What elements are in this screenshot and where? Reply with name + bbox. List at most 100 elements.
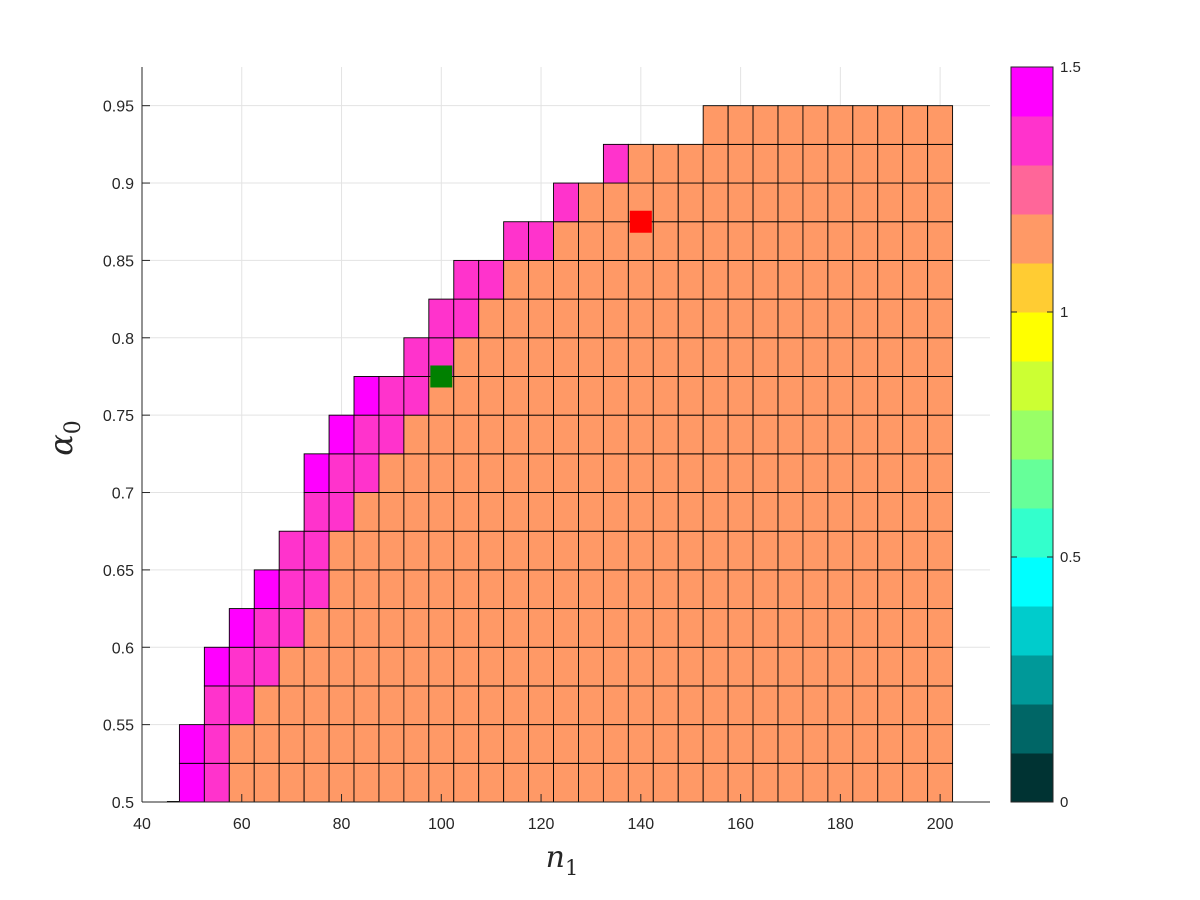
heatmap-cell <box>453 453 480 493</box>
heatmap-cell <box>602 569 629 610</box>
heatmap-cell <box>727 646 754 687</box>
heatmap-cell <box>852 182 879 223</box>
heatmap-cell <box>353 414 380 455</box>
heatmap-cell <box>677 298 704 339</box>
heatmap-cell <box>902 608 929 648</box>
heatmap-cell <box>877 143 904 184</box>
heatmap-cell <box>752 105 779 145</box>
heatmap-cell <box>652 259 679 300</box>
heatmap-cell <box>627 724 654 764</box>
heatmap-cell <box>478 646 505 687</box>
heatmap-cell <box>378 530 405 571</box>
heatmap-cell <box>428 569 455 610</box>
colorbar-segment <box>1011 753 1053 803</box>
colorbar-segment <box>1011 67 1053 117</box>
heatmap-cell <box>478 337 505 377</box>
heatmap-cell <box>328 724 355 764</box>
heatmap-cell <box>378 492 405 532</box>
heatmap-cell <box>927 259 954 300</box>
heatmap-cell <box>677 492 704 532</box>
heatmap-cell <box>553 221 579 261</box>
heatmap-cell <box>877 259 904 300</box>
heatmap-cell <box>203 646 230 687</box>
heatmap-cell <box>378 724 405 764</box>
heatmap-cell <box>702 182 729 223</box>
heatmap-cell <box>278 608 305 648</box>
heatmap-cell <box>553 337 579 377</box>
heatmap-cell <box>378 608 405 648</box>
heatmap-cell <box>528 608 554 648</box>
heatmap-cell <box>652 376 679 416</box>
heatmap-cell <box>902 182 929 223</box>
heatmap-cell <box>852 143 879 184</box>
heatmap-cell <box>777 685 804 726</box>
heatmap-cell <box>927 569 954 610</box>
heatmap-cell <box>578 337 604 377</box>
heatmap-cell <box>677 182 704 223</box>
x-tick-label: 80 <box>333 816 351 833</box>
heatmap-cell <box>378 376 405 416</box>
heatmap-cell <box>578 221 604 261</box>
heatmap-cell <box>877 762 904 803</box>
heatmap-cell <box>802 221 829 261</box>
heatmap-cell <box>752 646 779 687</box>
heatmap-cell <box>802 182 829 223</box>
heatmap-cell <box>528 724 554 764</box>
heatmap-cell <box>528 337 554 377</box>
heatmap-cell <box>677 259 704 300</box>
heatmap-cell <box>727 143 754 184</box>
colorbar-tick-label: 0.5 <box>1060 549 1081 566</box>
heatmap-cell <box>228 685 255 726</box>
heatmap-cell <box>852 530 879 571</box>
heatmap-cell <box>178 762 205 803</box>
heatmap-cell <box>652 724 679 764</box>
heatmap-cell <box>827 724 854 764</box>
heatmap-cell <box>652 685 679 726</box>
heatmap-cell <box>602 608 629 648</box>
heatmap-cell <box>777 259 804 300</box>
heatmap-cell <box>677 646 704 687</box>
heatmap-cell <box>428 453 455 493</box>
heatmap-cell <box>478 298 505 339</box>
heatmap-cell <box>578 453 604 493</box>
heatmap-cell <box>877 724 904 764</box>
heatmap-cell <box>852 646 879 687</box>
heatmap-cell <box>777 453 804 493</box>
heatmap-cell <box>578 492 604 532</box>
heatmap-cell <box>503 646 530 687</box>
heatmap-cell <box>553 259 579 300</box>
heatmap-cell <box>203 685 230 726</box>
heatmap-cell <box>453 530 480 571</box>
heatmap-cell <box>827 414 854 455</box>
heatmap-cell <box>827 376 854 416</box>
colorbar-segment <box>1011 312 1053 362</box>
heatmap-cell <box>902 685 929 726</box>
heatmap-cell <box>877 608 904 648</box>
heatmap-cell <box>802 143 829 184</box>
heatmap-cell <box>627 337 654 377</box>
heatmap-cell <box>677 569 704 610</box>
heatmap-cell <box>278 530 305 571</box>
heatmap-cell <box>827 685 854 726</box>
y-tick-label: 0.9 <box>112 176 134 193</box>
heatmap-cell <box>428 608 455 648</box>
y-tick-label: 0.6 <box>112 640 134 657</box>
highlight-markers <box>430 210 652 388</box>
colorbar-segment <box>1011 655 1053 705</box>
heatmap-cell <box>702 298 729 339</box>
heatmap-cell <box>278 724 305 764</box>
heatmap-cell <box>602 182 629 223</box>
heatmap-cell <box>852 259 879 300</box>
heatmap-cell <box>528 492 554 532</box>
heatmap-cell <box>403 337 430 377</box>
heatmap-cell <box>428 530 455 571</box>
heatmap-cell <box>627 376 654 416</box>
heatmap-cell <box>927 414 954 455</box>
heatmap-cell <box>303 492 330 532</box>
heatmap-cell <box>478 259 505 300</box>
heatmap-cell <box>503 298 530 339</box>
y-axis-label: α0 <box>42 420 86 456</box>
heatmap-cell <box>927 337 954 377</box>
heatmap-cell <box>827 492 854 532</box>
heatmap-cell <box>528 414 554 455</box>
